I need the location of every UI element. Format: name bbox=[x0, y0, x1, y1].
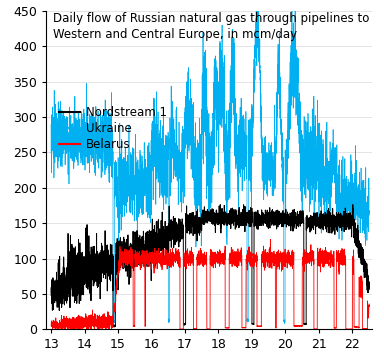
Legend: Nordstream 1, Ukraine, Belarus: Nordstream 1, Ukraine, Belarus bbox=[58, 106, 167, 151]
Text: Daily flow of Russian natural gas through pipelines to
Western and Central Europ: Daily flow of Russian natural gas throug… bbox=[53, 12, 369, 41]
